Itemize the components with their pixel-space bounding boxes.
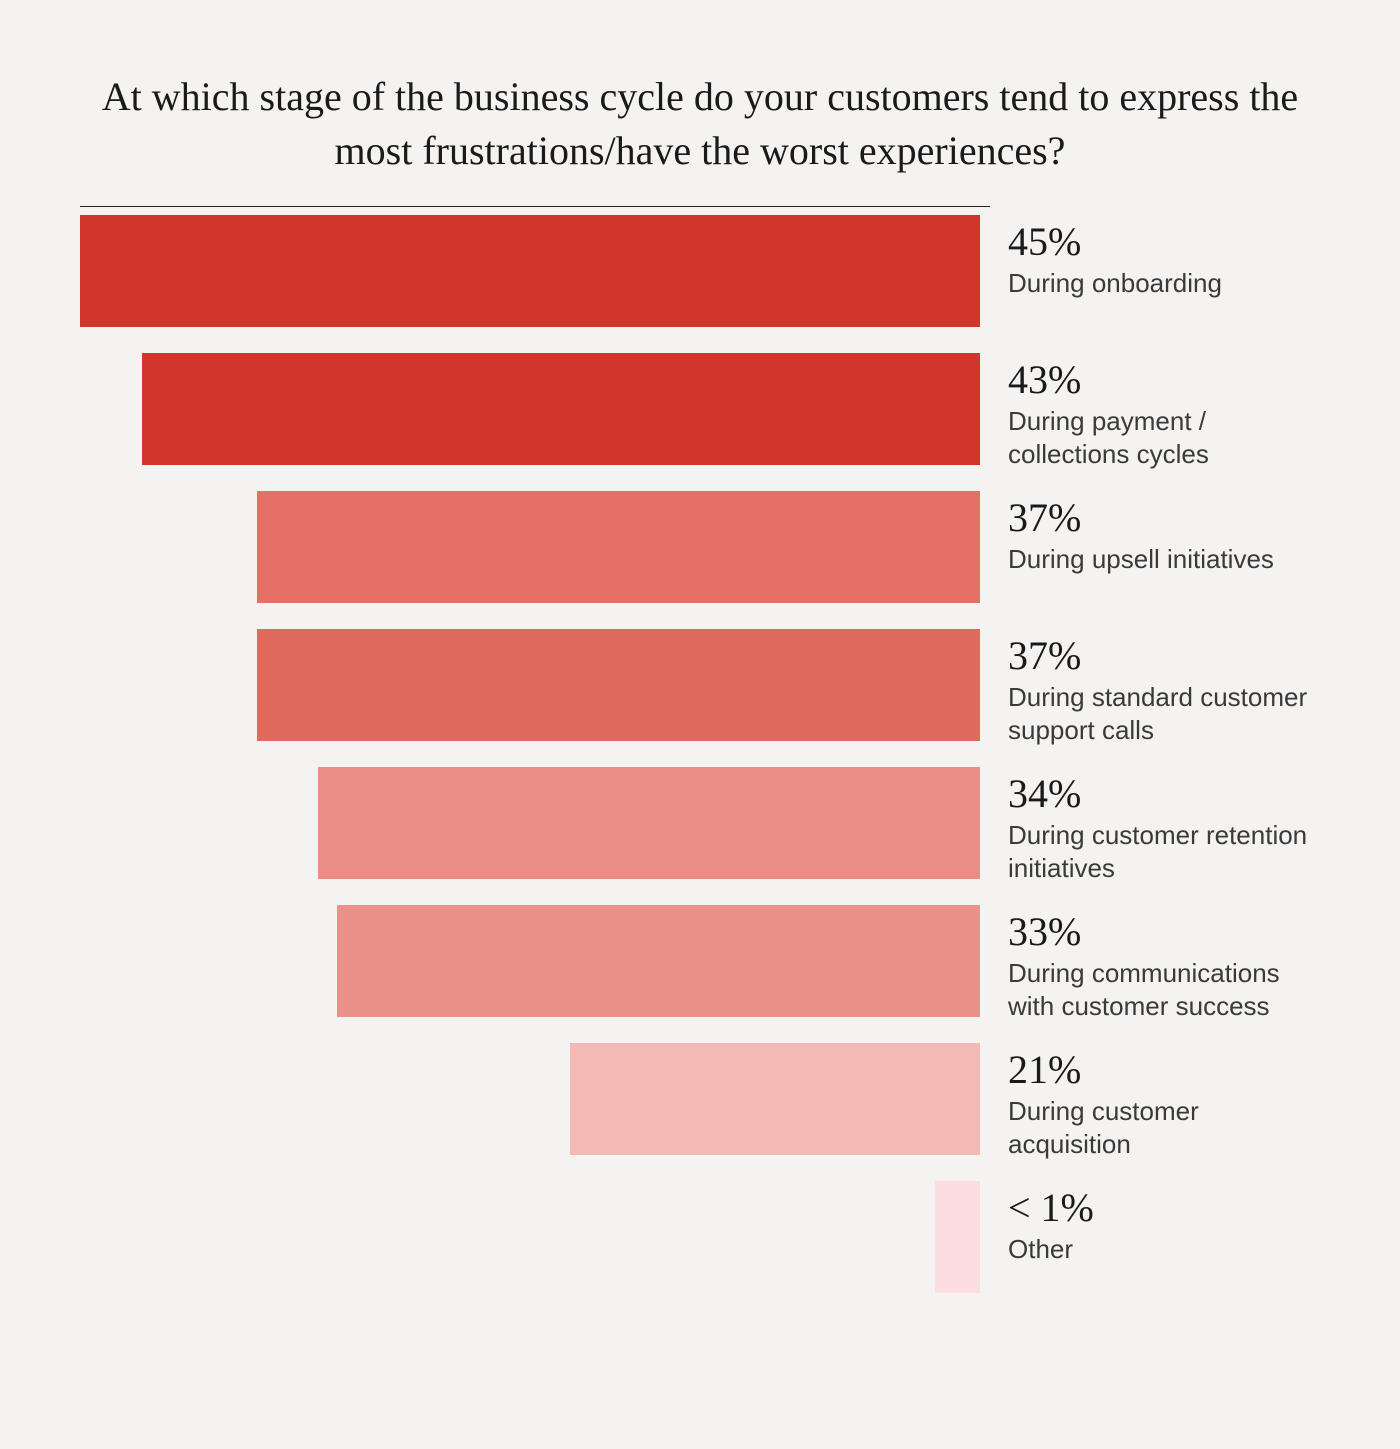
label-column: 34%During customer retention initiatives bbox=[1008, 767, 1320, 884]
label-column: 45% During onboarding bbox=[1008, 215, 1320, 300]
label-column: 37%During standard customer support call… bbox=[1008, 629, 1320, 746]
bar-column bbox=[80, 629, 980, 741]
funnel-chart: 45% During onboarding 43%During payment / … bbox=[80, 215, 1320, 1293]
funnel-row: 34%During customer retention initiatives bbox=[80, 767, 1320, 879]
funnel-row: 45% During onboarding bbox=[80, 215, 1320, 327]
bar-column bbox=[80, 767, 980, 879]
bar-percent: 21% bbox=[1008, 1049, 1320, 1091]
bar-column bbox=[80, 491, 980, 603]
label-column: 21%During customer acquisition bbox=[1008, 1043, 1320, 1160]
bar-description: During onboarding bbox=[1008, 267, 1320, 300]
chart-container: At which stage of the business cycle do … bbox=[0, 0, 1400, 1449]
funnel-row: 21%During customer acquisition bbox=[80, 1043, 1320, 1155]
funnel-bar bbox=[337, 905, 980, 1017]
bar-percent: 37% bbox=[1008, 635, 1320, 677]
chart-title: At which stage of the business cycle do … bbox=[80, 70, 1320, 178]
bar-description: During communications with customer succ… bbox=[1008, 957, 1320, 1022]
bar-description: During upsell initiatives bbox=[1008, 543, 1320, 576]
bar-column bbox=[80, 215, 980, 327]
bar-description: Other bbox=[1008, 1233, 1320, 1266]
bar-description: During payment / collections cycles bbox=[1008, 405, 1320, 470]
label-column: < 1% Other bbox=[1008, 1181, 1320, 1266]
bar-percent: < 1% bbox=[1008, 1187, 1320, 1229]
label-column: 37% During upsell initiatives bbox=[1008, 491, 1320, 576]
bar-description: During customer acquisition bbox=[1008, 1095, 1320, 1160]
funnel-bar bbox=[80, 215, 980, 327]
funnel-row: 37% During upsell initiatives bbox=[80, 491, 1320, 603]
funnel-bar bbox=[257, 629, 980, 741]
bar-column bbox=[80, 905, 980, 1017]
funnel-row: < 1% Other bbox=[80, 1181, 1320, 1293]
bar-description: During standard customer support calls bbox=[1008, 681, 1320, 746]
bar-column bbox=[80, 1043, 980, 1155]
bar-column bbox=[80, 1181, 980, 1293]
funnel-row: 33%During communications with customer s… bbox=[80, 905, 1320, 1017]
bar-percent: 33% bbox=[1008, 911, 1320, 953]
chart-rule bbox=[80, 206, 990, 207]
funnel-row: 37%During standard customer support call… bbox=[80, 629, 1320, 741]
funnel-bar bbox=[935, 1181, 980, 1293]
funnel-row: 43%During payment / collections cycles bbox=[80, 353, 1320, 465]
bar-percent: 34% bbox=[1008, 773, 1320, 815]
bar-percent: 43% bbox=[1008, 359, 1320, 401]
funnel-bar bbox=[570, 1043, 980, 1155]
bar-column bbox=[80, 353, 980, 465]
bar-description: During customer retention initiatives bbox=[1008, 819, 1320, 884]
funnel-bar bbox=[257, 491, 980, 603]
funnel-bar bbox=[318, 767, 980, 879]
funnel-bar bbox=[142, 353, 980, 465]
bar-percent: 45% bbox=[1008, 221, 1320, 263]
bar-percent: 37% bbox=[1008, 497, 1320, 539]
label-column: 33%During communications with customer s… bbox=[1008, 905, 1320, 1022]
label-column: 43%During payment / collections cycles bbox=[1008, 353, 1320, 470]
